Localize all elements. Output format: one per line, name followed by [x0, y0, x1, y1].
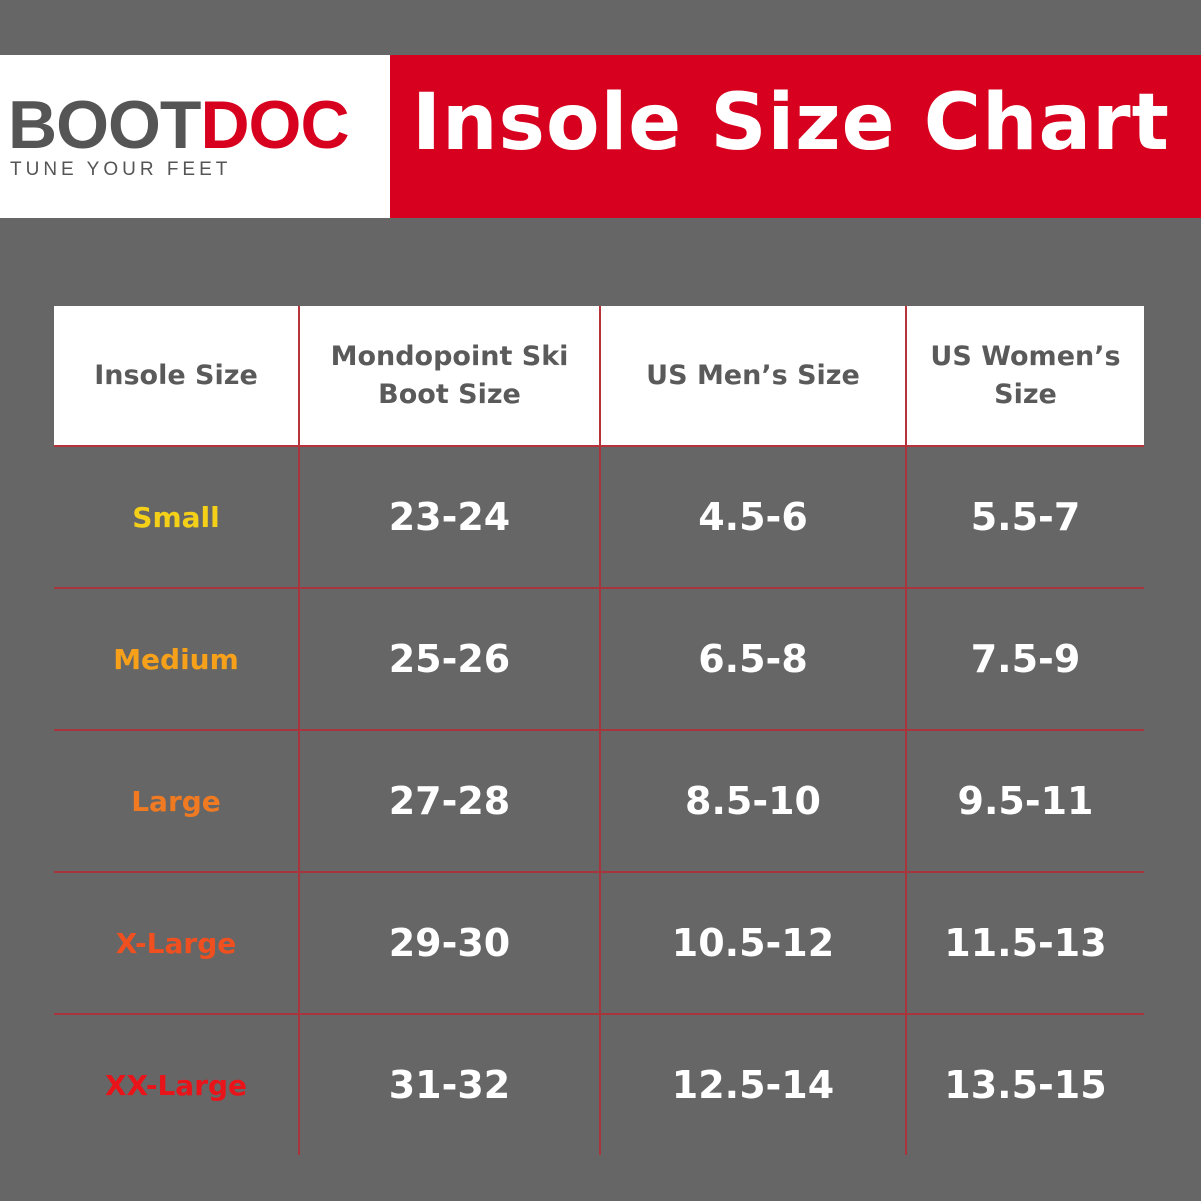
table-row: XX-Large 31-32 12.5-14 13.5-15 — [54, 1014, 1144, 1155]
mondopoint-cell: 31-32 — [298, 1014, 600, 1155]
us-men-cell: 12.5-14 — [599, 1014, 906, 1155]
logo-tagline: TUNE YOUR FEET — [10, 159, 232, 180]
mondopoint-cell: 23-24 — [298, 446, 600, 589]
us-men-cell: 4.5-6 — [599, 446, 906, 589]
header-mondopoint: Mondopoint Ski Boot Size — [298, 306, 600, 447]
us-women-cell: 7.5-9 — [905, 588, 1144, 731]
us-men-cell: 6.5-8 — [599, 588, 906, 731]
title-banner: Insole Size Chart — [390, 55, 1201, 218]
logo-wordmark: BOOTDOC — [8, 87, 350, 163]
insole-size-cell: Large — [54, 730, 299, 873]
us-women-cell: 5.5-7 — [905, 446, 1144, 589]
us-men-cell: 8.5-10 — [599, 730, 906, 873]
us-women-cell: 13.5-15 — [905, 1014, 1144, 1155]
us-men-cell: 10.5-12 — [599, 872, 906, 1015]
header-us-men: US Men’s Size — [599, 306, 906, 447]
mondopoint-cell: 25-26 — [298, 588, 600, 731]
table-row: Medium 25-26 6.5-8 7.5-9 — [54, 588, 1144, 731]
table-row: Small 23-24 4.5-6 5.5-7 — [54, 446, 1144, 589]
header-us-women: US Women’s Size — [905, 306, 1144, 447]
header-insole-size: Insole Size — [54, 306, 299, 447]
table-row: Large 27-28 8.5-10 9.5-11 — [54, 730, 1144, 873]
us-women-cell: 11.5-13 — [905, 872, 1144, 1015]
insole-size-cell: Small — [54, 446, 299, 589]
mondopoint-cell: 27-28 — [298, 730, 600, 873]
insole-size-cell: Medium — [54, 588, 299, 731]
size-chart-table: Insole Size Mondopoint Ski Boot Size US … — [54, 306, 1144, 1155]
insole-size-cell: X-Large — [54, 872, 299, 1015]
us-women-cell: 9.5-11 — [905, 730, 1144, 873]
mondopoint-cell: 29-30 — [298, 872, 600, 1015]
table-row: X-Large 29-30 10.5-12 11.5-13 — [54, 872, 1144, 1015]
table-header-row: Insole Size Mondopoint Ski Boot Size US … — [54, 306, 1144, 447]
brand-logo: BOOTDOC TUNE YOUR FEET — [0, 55, 390, 218]
page-title: Insole Size Chart — [412, 78, 1170, 168]
insole-size-cell: XX-Large — [104, 1068, 248, 1102]
